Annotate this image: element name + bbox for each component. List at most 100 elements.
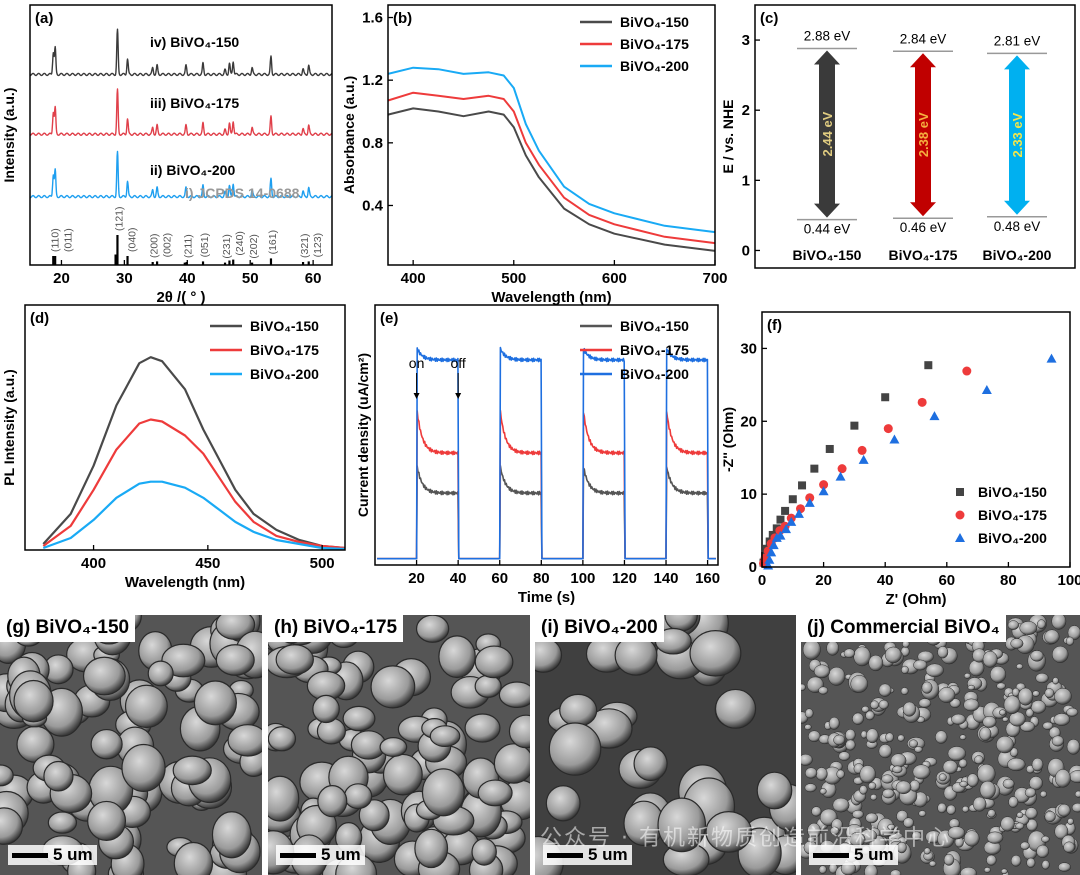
grain	[1008, 796, 1019, 808]
grain	[949, 698, 961, 708]
grain	[982, 650, 998, 668]
data-point	[798, 481, 807, 490]
scale-label: 5 um	[588, 845, 628, 864]
grain	[911, 831, 922, 841]
grain	[438, 635, 476, 679]
grain	[828, 716, 840, 730]
legend-label: BiVO₄-150	[620, 14, 689, 30]
grain	[1018, 687, 1034, 706]
grain	[881, 774, 894, 784]
scale-bar: 5 um	[543, 845, 632, 865]
grain	[1058, 862, 1071, 872]
x-tick-label: 40	[450, 570, 467, 587]
grain	[935, 730, 948, 744]
grain	[421, 768, 465, 817]
grain	[1025, 807, 1038, 820]
grain	[865, 710, 875, 721]
grain	[811, 806, 822, 817]
data-point	[818, 486, 829, 496]
grain	[966, 773, 979, 788]
x-tick-label: 60	[305, 270, 322, 287]
grain	[13, 679, 54, 723]
chart-e-photocurrent: on off (e) 20 40 60 80 100 120 140 160 Time (s) Curr…	[355, 304, 720, 606]
grain	[979, 726, 992, 742]
reference-label: i) JCPDS 14-0688	[185, 185, 300, 201]
data-point	[764, 554, 775, 564]
data-point	[805, 493, 815, 503]
grain	[1044, 629, 1060, 644]
hkl-label: (110)	[49, 228, 61, 252]
grain	[829, 826, 840, 836]
charts-panel: iv) BiVO₄-150 iii) BiVO₄-175 ii) BiVO₄-200…	[1, 4, 1080, 608]
chart-f-nyquist: BiVO₄-150 BiVO₄-175 BiVO₄-200 (f) 0 20 40 60 80 1…	[720, 311, 1080, 608]
sample-label: BiVO₄-150	[793, 247, 862, 263]
hkl-label: (200)	[149, 233, 161, 258]
grain	[1019, 721, 1035, 733]
sample-label: BiVO₄-175	[889, 247, 958, 263]
x-tick-label: 0	[758, 572, 766, 589]
grain	[968, 659, 985, 677]
grain	[1007, 757, 1026, 772]
data-point	[781, 524, 792, 534]
series-label: iv) BiVO₄-150	[150, 34, 239, 50]
grain	[0, 807, 24, 845]
grain	[1052, 645, 1069, 663]
grain	[559, 693, 598, 727]
legend-label: BiVO₄-200	[620, 58, 689, 74]
plot-frame	[24, 304, 346, 551]
x-tick-label: 60	[938, 572, 955, 589]
grain	[819, 788, 827, 795]
grain	[1019, 621, 1038, 635]
grain	[82, 656, 126, 696]
grain	[382, 753, 423, 796]
grain	[1016, 663, 1024, 670]
legend-marker	[955, 533, 965, 542]
grain	[1044, 811, 1056, 823]
grain	[808, 730, 821, 742]
grain	[937, 802, 947, 814]
hkl-label: (202)	[248, 234, 260, 259]
y-tick-label: 0.4	[362, 197, 384, 214]
grain	[902, 701, 917, 717]
sem-panel-j: (j) Commercial BiVO₄ 5 um	[801, 615, 1080, 875]
grain	[890, 753, 907, 768]
grain	[923, 847, 931, 855]
arrow-head	[413, 393, 420, 399]
data-point	[766, 547, 777, 557]
grain	[938, 687, 956, 703]
grain	[1016, 811, 1024, 819]
band-gap-arrow	[910, 53, 936, 217]
grain	[1007, 620, 1019, 630]
grain	[657, 797, 707, 853]
cb-value: 0.48 eV	[994, 219, 1041, 234]
grain	[989, 665, 1007, 683]
data-point	[850, 421, 859, 430]
grain	[1057, 803, 1071, 817]
series-line	[42, 356, 346, 550]
grain	[705, 811, 752, 853]
grain	[815, 767, 828, 781]
grain	[1026, 818, 1038, 832]
grain	[1051, 735, 1064, 747]
data-point	[962, 366, 972, 376]
grain	[1003, 695, 1021, 715]
grain	[845, 728, 856, 741]
y-tick-label: 10	[740, 486, 757, 503]
scale-label: 5 um	[854, 845, 894, 864]
grain	[471, 838, 497, 866]
grain	[912, 764, 931, 780]
x-tick-label: 500	[310, 555, 335, 572]
grain	[1041, 835, 1050, 843]
vb-value: 2.84 eV	[900, 31, 947, 46]
sem-label: (h) BiVO₄-175	[268, 615, 404, 642]
grain	[885, 732, 894, 743]
y-tick-label: 1.2	[362, 72, 383, 89]
grain	[878, 744, 892, 759]
annotation-label: on	[409, 355, 425, 371]
grain	[986, 854, 997, 866]
grain	[47, 811, 78, 834]
x-tick-label: 600	[602, 270, 627, 287]
grain	[897, 734, 905, 742]
data-point	[981, 384, 992, 394]
